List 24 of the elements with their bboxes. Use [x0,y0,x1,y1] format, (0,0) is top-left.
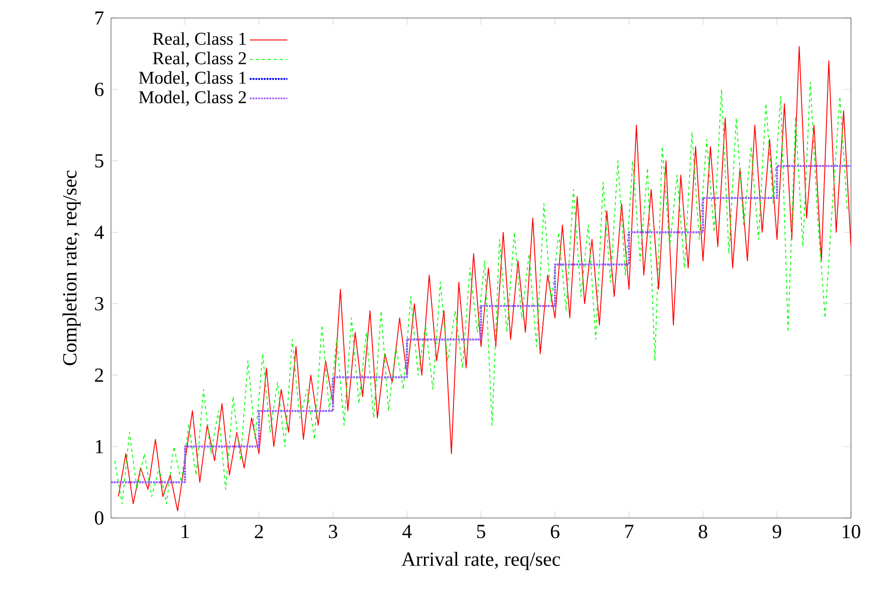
x-tick-label: 5 [477,524,486,538]
y-tick-label: 1 [96,440,103,454]
x-tick-label: 3 [328,524,338,538]
x-tick-label: 8 [698,524,708,538]
y-tick-label: 6 [95,82,104,96]
y-tick-label: 4 [94,226,104,239]
x-tick-label: 1 [182,524,189,538]
y-tick-label: 5 [95,154,104,168]
legend-label: Real, Class 1 [152,32,246,48]
x-tick-label: 6 [550,524,560,538]
x-tick-label: 7 [625,524,634,538]
x-tick-label: 10 [842,524,860,538]
legend-label: Real, Class 2 [152,52,246,67]
legend-label: Model, Class 1 [138,71,246,86]
legend-label: Model, Class 2 [138,90,246,106]
x-axis-title: Arrival rate, req/sec [402,552,560,570]
y-tick-label: 2 [95,368,104,382]
y-tick-label: 7 [95,11,104,25]
x-tick-label: 4 [402,524,412,538]
x-tick-label: 9 [772,524,782,538]
y-tick-label: 0 [94,511,104,525]
y-axis-title: Completion rate, req/sec [62,170,81,366]
x-tick-label: 2 [254,524,263,538]
y-tick-label: 3 [95,296,104,310]
